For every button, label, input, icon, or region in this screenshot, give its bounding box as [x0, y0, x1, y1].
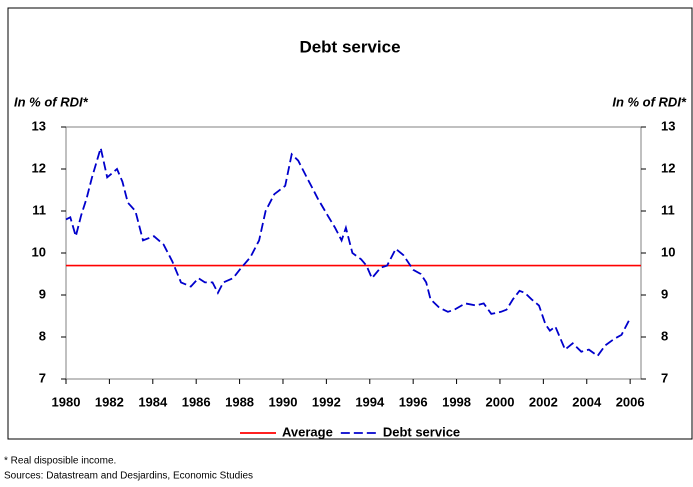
x-tick-label: 2006 — [616, 394, 645, 409]
y-tick-label: 12 — [32, 160, 46, 175]
y-tick-label: 9 — [39, 286, 46, 301]
y2-tick-label: 11 — [661, 202, 675, 217]
x-tick-label: 1988 — [225, 394, 254, 409]
x-tick-label: 1982 — [95, 394, 124, 409]
footnote: * Real disposible income. — [4, 456, 116, 467]
frame — [7, 7, 693, 440]
legend-label: Average — [282, 424, 333, 439]
y2-tick-label: 13 — [661, 118, 675, 133]
x-tick-label: 2000 — [486, 394, 515, 409]
y-tick-label: 10 — [32, 244, 46, 259]
y-tick-label: 11 — [32, 202, 46, 217]
chart-title: Debt service — [299, 37, 400, 56]
line-series — [65, 147, 631, 358]
y2-tick-label: 7 — [661, 370, 668, 385]
y-tick-label: 8 — [39, 328, 46, 343]
x-tick-label: 2004 — [572, 394, 602, 409]
x-tick-label: 1980 — [52, 394, 81, 409]
y2-axis-label: In % of RDI* — [612, 94, 687, 109]
x-tick-label: 1992 — [312, 394, 341, 409]
x-tick-label: 1986 — [182, 394, 211, 409]
x-tick-label: 1998 — [442, 394, 471, 409]
y-tick-label: 13 — [32, 118, 46, 133]
y2-tick-label: 8 — [661, 328, 668, 343]
x-tick-label: 2002 — [529, 394, 558, 409]
x-tick-label: 1984 — [138, 394, 168, 409]
y2-tick-label: 10 — [661, 244, 675, 259]
x-tick-label: 1990 — [269, 394, 298, 409]
y-tick-label: 7 — [39, 370, 46, 385]
y-axis-label: In % of RDI* — [14, 94, 89, 109]
x-tick-label: 1996 — [399, 394, 428, 409]
y2-tick-label: 12 — [661, 160, 675, 175]
x-tick-label: 1994 — [355, 394, 385, 409]
legend-label: Debt service — [383, 424, 460, 439]
footnote: Sources: Datastream and Desjardins, Econ… — [4, 471, 253, 482]
y2-tick-label: 9 — [661, 286, 668, 301]
